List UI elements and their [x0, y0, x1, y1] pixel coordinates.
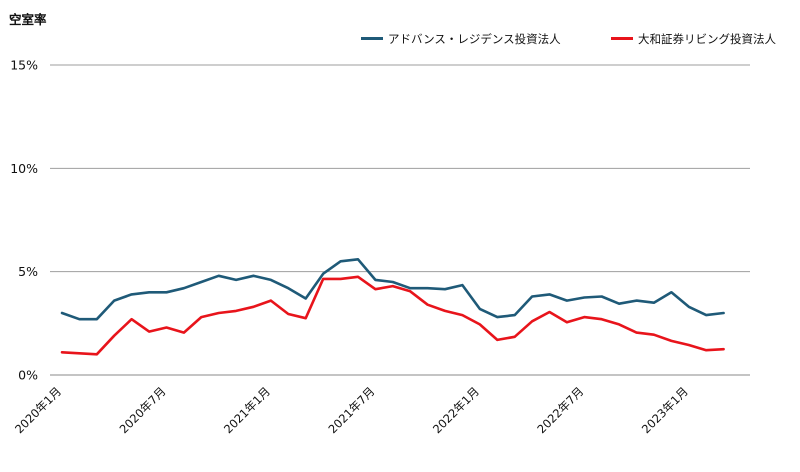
x-tick-label: 2022年1月	[430, 384, 482, 436]
legend: アドバンス・レジデンス投資法人 大和証券リビング投資法人	[361, 32, 776, 46]
y-tick-label: 0%	[18, 368, 38, 383]
x-tick-label: 2023年1月	[639, 384, 691, 436]
y-tick-label: 10%	[10, 161, 38, 176]
x-tick-label: 2020年1月	[12, 384, 64, 436]
y-axis-label: 空室率	[9, 12, 47, 27]
x-tick-labels: 2020年1月 2020年7月 2021年1月 2021年7月 2022年1月 2022年…	[12, 384, 691, 436]
y-tick-label: 15%	[10, 58, 38, 73]
x-tick-label: 2021年1月	[221, 384, 273, 436]
series-line-advance-residence	[60, 257, 725, 321]
x-tick-label: 2021年7月	[325, 384, 377, 436]
legend-label-advance: アドバンス・レジデンス投資法人	[388, 32, 561, 46]
series-line-daiwa-living	[60, 275, 725, 356]
x-tick-label: 2022年7月	[534, 384, 586, 436]
gridlines	[50, 64, 750, 376]
legend-label-daiwa: 大和証券リビング投資法人	[638, 32, 776, 46]
series-lines	[60, 257, 725, 356]
y-tick-label: 5%	[18, 264, 38, 279]
x-tick-label: 2020年7月	[117, 384, 169, 436]
y-tick-labels: 0% 5% 10% 15%	[10, 58, 38, 383]
